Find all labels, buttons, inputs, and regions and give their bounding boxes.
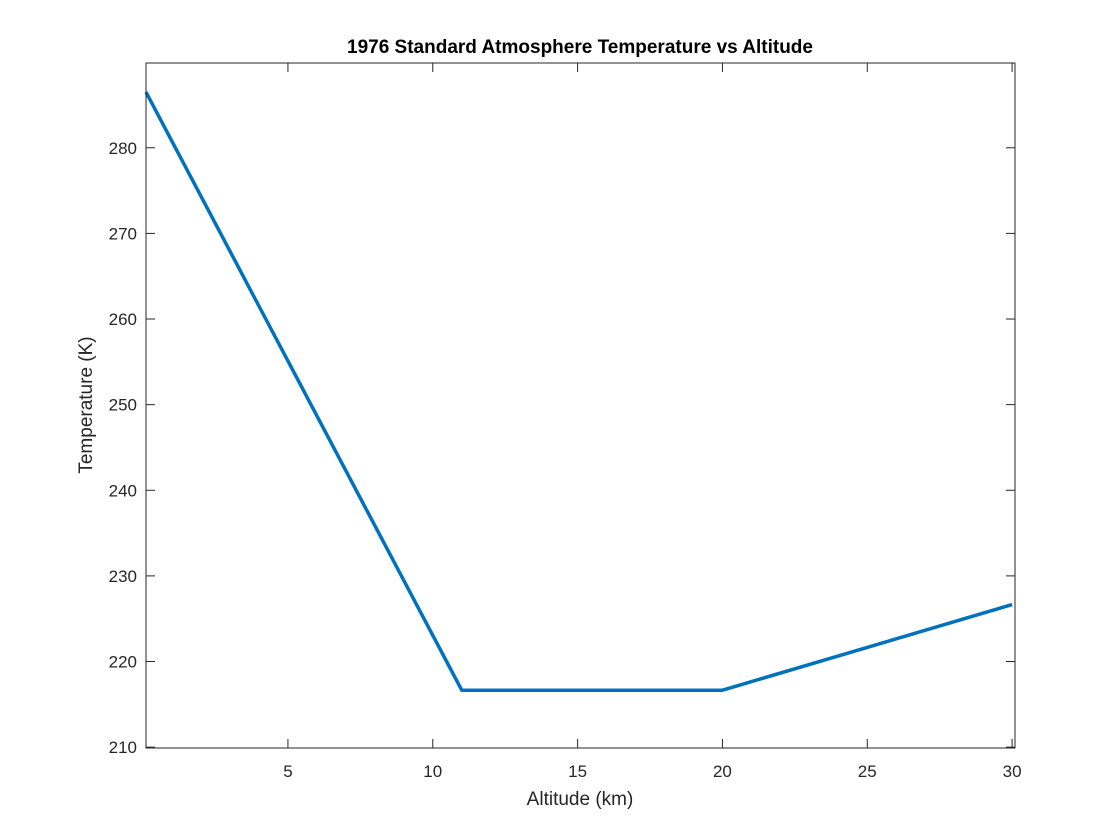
x-tick-label: 10 bbox=[423, 762, 442, 781]
y-tick-label: 220 bbox=[109, 653, 137, 672]
series-group bbox=[144, 91, 1013, 692]
x-tick-label: 15 bbox=[568, 762, 587, 781]
y-tick-label: 250 bbox=[109, 396, 137, 415]
x-tick-label: 30 bbox=[1003, 762, 1022, 781]
y-tick-label: 280 bbox=[109, 139, 137, 158]
x-tick-label: 25 bbox=[858, 762, 877, 781]
y-tick-label: 270 bbox=[109, 224, 137, 243]
axes-box bbox=[145, 62, 1016, 749]
y-axis-label: Temperature (K) bbox=[76, 336, 97, 473]
x-tick-label: 5 bbox=[283, 762, 292, 781]
x-tick-label: 20 bbox=[713, 762, 732, 781]
y-tick-label: 210 bbox=[109, 738, 137, 757]
y-tick-label: 240 bbox=[109, 481, 137, 500]
y-tick-label: 260 bbox=[109, 310, 137, 329]
series-line-temperature bbox=[144, 91, 1013, 692]
x-axis-label: Altitude (km) bbox=[527, 789, 634, 810]
chart-title: 1976 Standard Atmosphere Temperature vs … bbox=[347, 37, 813, 58]
axis-ticks: 5 10 15 20 25 30 210 220 230 240 250 260 270 280 bbox=[109, 63, 1022, 781]
y-tick-label: 230 bbox=[109, 567, 137, 586]
